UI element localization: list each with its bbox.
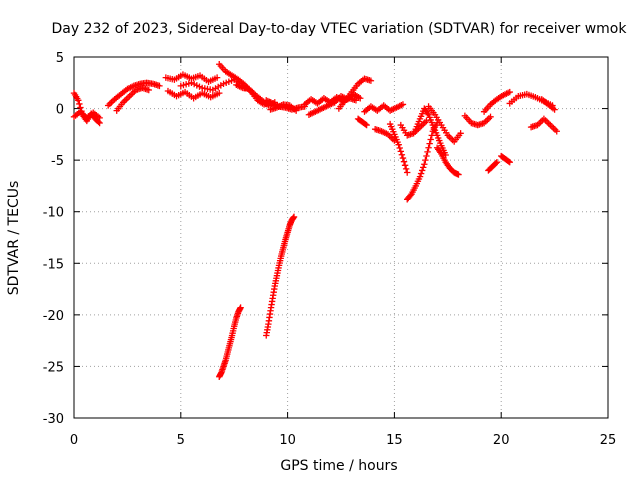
data-point	[363, 121, 370, 129]
data-point	[396, 144, 403, 152]
data-point	[425, 144, 432, 151]
y-tick-label: -25	[43, 360, 64, 375]
data-point	[421, 161, 428, 168]
data-point	[95, 118, 102, 126]
x-tick-label: 20	[493, 433, 510, 448]
data-point	[416, 173, 424, 180]
data-points	[70, 61, 560, 380]
axis-ticks: 0 5 10 15 20 25 5 0 -5 -10 -15 -20 -25 -30	[43, 51, 617, 448]
data-point	[400, 158, 408, 165]
data-point	[417, 170, 425, 177]
data-point	[398, 151, 406, 158]
data-point	[96, 114, 103, 122]
data-point	[506, 159, 513, 166]
data-point	[418, 167, 426, 174]
y-tick-label: -15	[43, 257, 64, 272]
x-tick-label: 10	[279, 433, 296, 448]
x-tick-label: 15	[386, 433, 403, 448]
data-point	[426, 140, 433, 147]
data-point	[292, 107, 300, 114]
data-point	[399, 154, 407, 162]
data-point	[428, 132, 435, 139]
data-point	[357, 95, 364, 102]
data-point	[487, 113, 494, 121]
data-point	[216, 89, 223, 97]
data-point	[145, 86, 152, 94]
data-point	[404, 169, 411, 176]
y-tick-label: -5	[51, 154, 64, 169]
data-point	[423, 152, 430, 160]
data-point	[407, 192, 414, 199]
data-point	[505, 158, 512, 165]
data-point	[455, 171, 462, 178]
y-tick-label: -30	[43, 412, 64, 427]
x-tick-label: 0	[70, 433, 78, 448]
data-point	[420, 164, 427, 171]
data-point	[553, 128, 560, 135]
data-point	[367, 77, 375, 84]
chart-title: Day 232 of 2023, Sidereal Day-to-day VTE…	[52, 21, 628, 37]
data-point	[362, 121, 369, 128]
y-tick-label: -20	[43, 309, 64, 324]
y-axis-label: SDTVAR / TECUs	[6, 181, 22, 296]
data-point	[401, 162, 409, 169]
data-point	[237, 304, 244, 311]
data-point	[395, 141, 402, 148]
data-point	[75, 97, 82, 104]
x-tick-label: 25	[600, 433, 617, 448]
data-point	[551, 106, 558, 113]
y-tick-label: 0	[56, 103, 64, 118]
x-axis-label: GPS time / hours	[280, 458, 397, 474]
data-point	[493, 159, 501, 166]
data-point	[423, 117, 430, 125]
data-point	[399, 101, 407, 108]
data-point	[424, 148, 431, 156]
data-point	[422, 156, 429, 164]
data-point	[402, 165, 410, 173]
data-point	[492, 160, 500, 167]
data-point	[397, 148, 405, 155]
data-point	[213, 74, 221, 81]
data-point	[156, 82, 163, 90]
grid-lines	[74, 57, 608, 418]
data-point	[457, 130, 464, 137]
plot-frame	[73, 56, 609, 419]
y-tick-label: 5	[56, 51, 64, 66]
data-point	[506, 88, 513, 96]
data-point	[427, 136, 434, 143]
data-point	[76, 100, 83, 108]
x-tick-label: 5	[177, 433, 185, 448]
data-point	[290, 213, 298, 221]
y-tick-label: -10	[43, 206, 64, 221]
